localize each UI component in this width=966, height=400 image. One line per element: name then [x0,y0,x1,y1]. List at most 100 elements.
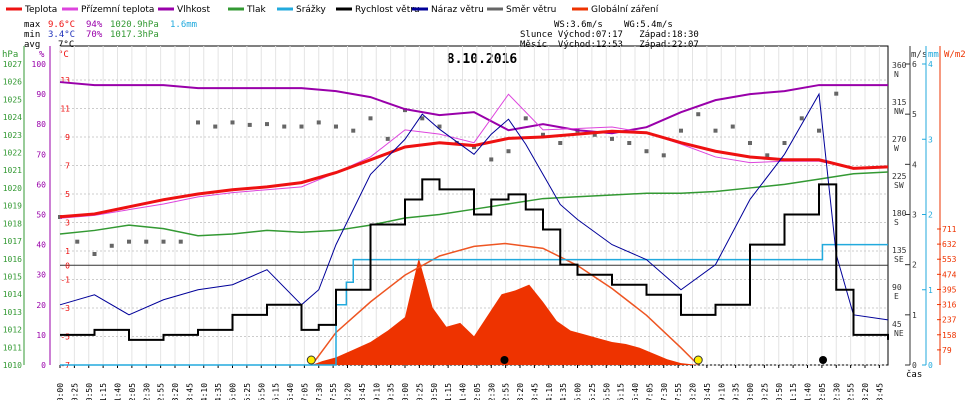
wind-ws: WS:3.6m/s [554,20,603,30]
direction-tick-deg: 180 [892,209,907,218]
temperature-tick: 13 [60,76,70,85]
pressure-tick: 1015 [3,272,22,281]
moonrise-marker [500,356,509,364]
x-tick-label: 17:05 [645,383,654,400]
x-tick-label: 15:25 [588,383,597,400]
temperature-tick: 3 [65,219,70,228]
ground-temperature-line [59,93,889,219]
x-tick-label: 05:25 [243,383,252,400]
x-axis: 00:00 00:25 00:50 01:15 01:40 02:05 02:30 02:55… [56,365,884,400]
pressure-tick: 1016 [3,255,22,264]
wind-direction-point [213,124,218,129]
direction-tick-cardinal: SW [894,181,904,190]
rain-tick: 3 [928,135,933,144]
x-tick-label: 10:25 [415,383,424,400]
right-axes: 6 5 4 3 2 1 0 4 3 2 1 0 711 632 553 474 395 316 237 158 79 36… [892,46,957,370]
wind-direction-point [558,141,563,145]
wind-direction-point [178,239,183,244]
wind-wg: WG:5.4m/s [624,20,673,30]
wind-direction-point [161,239,166,244]
wind-gust-line [59,92,889,321]
direction-tick-deg: 45 [892,320,902,329]
x-tick-label: 18:45 [703,383,712,400]
x-tick-label: 16:15 [617,383,626,400]
wind-direction-point [368,116,373,121]
x-tick-label: 13:20 [516,383,525,400]
wind-tick: 1 [912,311,917,320]
legend-label: Náraz větru [431,5,484,15]
temperature-tick: 5 [65,190,70,199]
legend-label: Vlhkost [177,5,210,15]
x-tick-label: 07:55 [329,383,338,400]
direction-tick-deg: 225 [892,172,907,181]
x-tick-label: 15:00 [574,383,583,400]
pressure-tick: 1026 [3,78,22,87]
wind-direction-point [592,132,597,137]
x-tick-label: 06:40 [286,383,295,400]
unit-hpa: hPa [2,50,18,60]
x-tick-label: 09:35 [387,383,396,400]
x-tick-label: 04:35 [214,383,223,400]
stats-avg-label: avg [24,40,40,50]
humidity-tick: 70 [36,150,46,159]
x-tick-label: 17:55 [674,383,683,400]
humidity-tick: 80 [36,120,46,129]
wind-direction-point [679,128,683,133]
rain-tick: 0 [928,361,933,370]
solar-tick: 711 [942,225,957,234]
wind-direction-point [748,141,752,145]
pressure-tick: 1012 [3,326,22,335]
temperature-tick: -1 [60,276,70,285]
x-tick-label: 14:10 [545,383,554,400]
x-tick-label: 02:05 [128,383,137,400]
x-tick-label: 00:00 [56,383,65,400]
pressure-tick: 1018 [3,219,22,228]
wind-direction-point [489,157,494,162]
chart-title: 8.10.2016 [447,52,518,67]
temperature-tick: 7 [65,162,70,171]
stats-min-label: min [24,30,40,40]
legend-label: Globální záření [591,5,659,15]
wind-direction-point [75,239,80,244]
wind-direction-point [282,124,287,129]
x-tick-label: 19:35 [732,383,741,400]
x-tick-label: 02:55 [157,383,166,400]
x-tick-label: 22:30 [832,383,841,400]
wind-direction-point [316,120,321,125]
x-tick-label: 21:40 [804,383,813,400]
humidity-tick: 100 [32,60,47,69]
rain-tick: 4 [928,60,933,69]
x-tick-label: 16:40 [631,383,640,400]
unit-degc: °C [58,50,69,60]
x-tick-label: 10:50 [430,383,439,400]
x-tick-label: 05:50 [257,383,266,400]
pressure-tick: 1027 [3,60,22,69]
wind-direction-point [144,239,149,244]
stats-min-press: 1017.3hPa [110,30,159,40]
wind-direction-point [799,116,804,121]
x-tick-label: 23:45 [875,383,884,400]
unit-pct: % [39,50,45,60]
legend-label: Teplota [24,5,57,15]
x-tick-label: 11:15 [444,383,453,400]
pressure-tick: 1013 [3,308,22,317]
wind-direction-point [230,120,235,125]
temperature-tick: 9 [65,133,70,142]
x-tick-label: 20:00 [746,383,755,400]
wind-direction-point [127,239,131,244]
x-tick-label: 12:30 [487,383,496,400]
stats-max-press: 1020.9hPa [110,20,159,30]
direction-tick-deg: 270 [892,135,907,144]
humidity-tick: 90 [36,90,46,99]
x-tick-label: 20:25 [760,383,769,400]
x-tick-label: 03:45 [185,383,194,400]
wind-direction-point [541,132,545,137]
wind-direction-point [523,116,528,121]
pressure-tick: 1023 [3,131,22,140]
direction-tick-cardinal: NE [894,329,904,338]
pressure-tick: 1022 [3,149,22,158]
wind-direction-point [713,128,718,133]
sunrise-marker [306,355,316,365]
pressure-tick: 1024 [3,113,22,122]
